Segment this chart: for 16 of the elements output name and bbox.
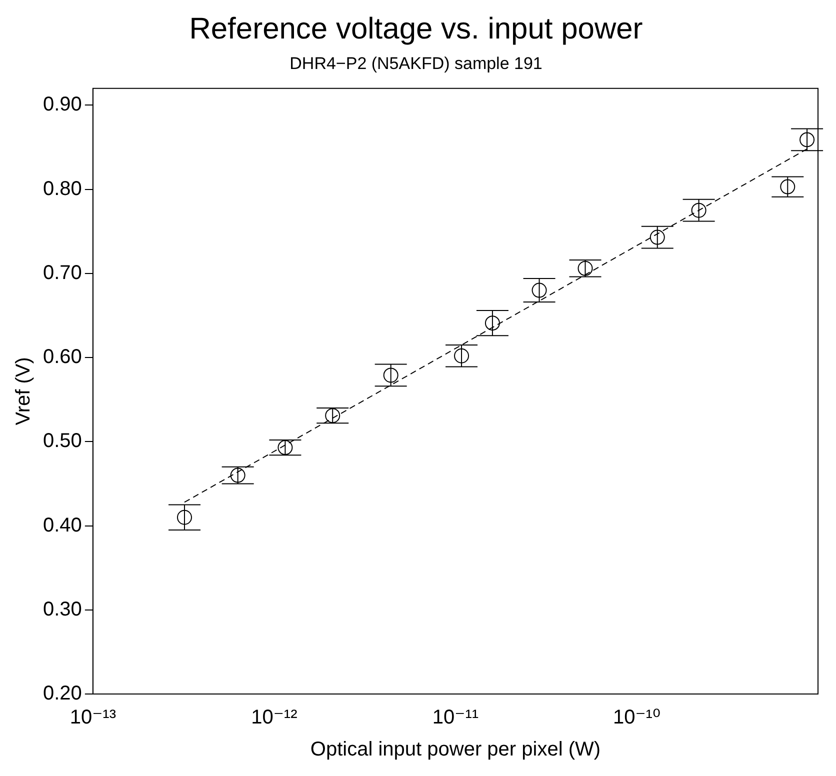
y-tick-label: 0.90 [42, 94, 82, 116]
x-tick-label: 10⁻¹² [251, 706, 298, 729]
x-tick-label: 10⁻¹⁰ [612, 706, 660, 729]
chart-title: Reference voltage vs. input power [189, 12, 643, 46]
y-tick-label: 0.30 [42, 598, 82, 620]
y-tick-label: 0.60 [42, 346, 82, 368]
x-tick-label: 10⁻¹³ [70, 706, 116, 729]
y-tick-label: 0.70 [42, 262, 82, 284]
y-tick-label: 0.50 [42, 430, 82, 452]
y-tick-label: 0.40 [42, 514, 82, 536]
x-tick-label: 10⁻¹¹ [432, 706, 479, 729]
y-tick-label: 0.20 [42, 682, 82, 705]
y-tick-label: 0.80 [42, 178, 82, 200]
y-axis-title: Vref (V) [12, 357, 35, 426]
chart-subtitle: DHR4−P2 (N5AKFD) sample 191 [290, 54, 542, 73]
x-axis-title: Optical input power per pixel (W) [310, 738, 601, 761]
